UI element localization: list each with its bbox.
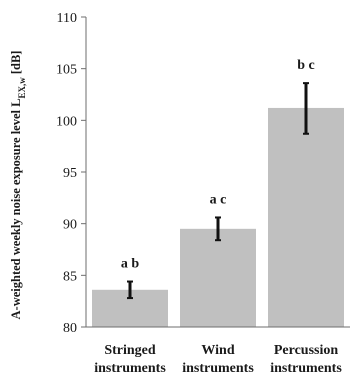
y-axis-title-unit: [dB] — [9, 51, 23, 78]
significance-label: a c — [210, 192, 227, 207]
y-axis-title: A-weighted weekly noise exposure level L… — [9, 51, 27, 320]
y-tick-label: 110 — [57, 11, 77, 26]
category-label-line: instruments — [270, 361, 342, 376]
bar — [268, 107, 344, 327]
category-label: Percussion instruments — [270, 343, 342, 376]
y-tick-label: 90 — [63, 218, 77, 233]
category-label: Stringed instruments — [94, 343, 166, 376]
category-label: Wind instruments — [182, 343, 254, 376]
category-label-line: Percussion — [274, 343, 339, 358]
significance-label: a b — [121, 257, 140, 272]
bar — [180, 228, 256, 327]
category-label-line: instruments — [182, 361, 254, 376]
significance-label: b c — [297, 58, 315, 73]
y-axis-title-main: A-weighted weekly noise exposure level L — [9, 99, 23, 320]
y-tick-label: 85 — [63, 269, 77, 284]
y-tick-label: 105 — [56, 63, 77, 78]
y-axis-title-subscript: EX,w — [17, 77, 27, 99]
category-label-line: instruments — [94, 361, 166, 376]
y-tick-label: 100 — [56, 114, 77, 129]
y-tick-label: 95 — [63, 166, 77, 181]
category-label-line: Stringed — [104, 343, 156, 358]
y-tick-label: 80 — [63, 321, 77, 336]
category-label-line: Wind — [201, 343, 234, 358]
